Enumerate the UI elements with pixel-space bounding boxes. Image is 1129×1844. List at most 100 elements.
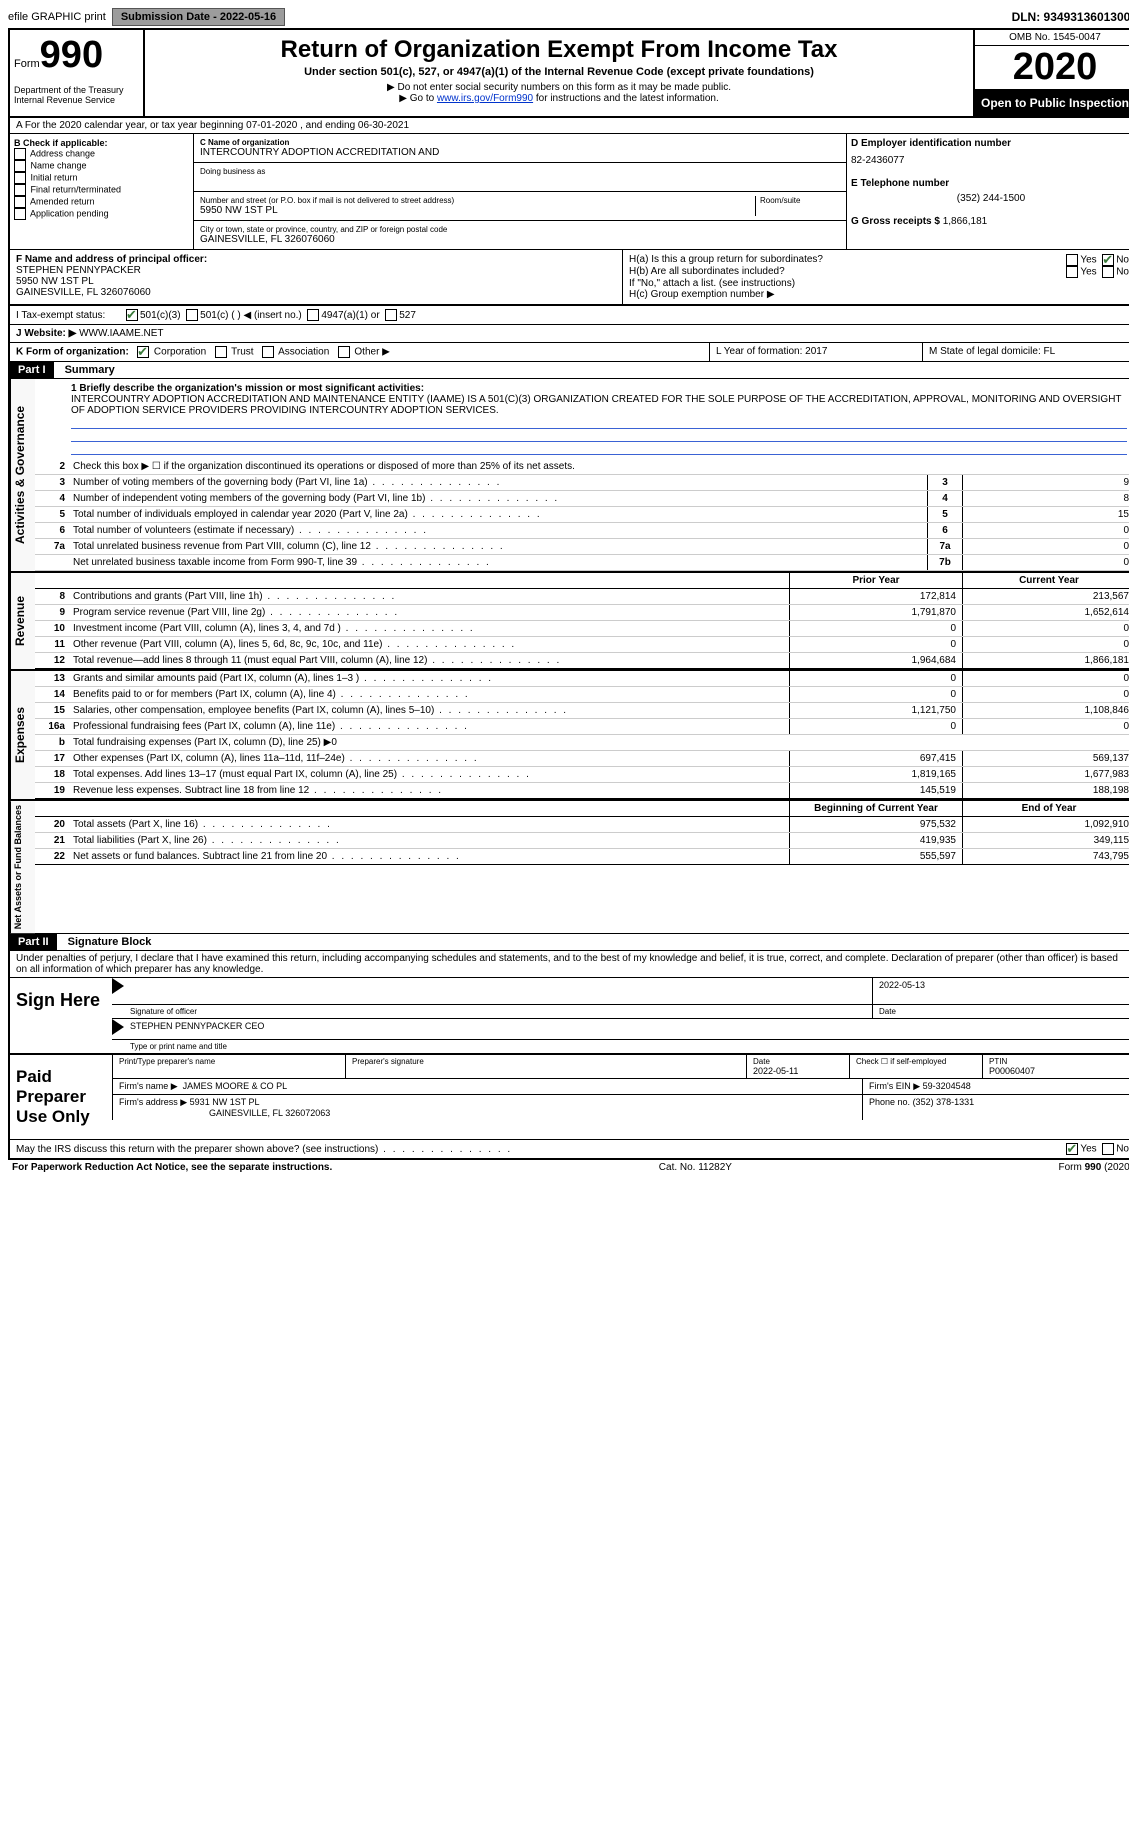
submission-date-button[interactable]: Submission Date - 2022-05-16 (112, 8, 285, 26)
k-trust-checkbox[interactable] (215, 346, 227, 358)
hb-yes-checkbox[interactable] (1066, 266, 1078, 278)
i-527-checkbox[interactable] (385, 309, 397, 321)
discuss-no-checkbox[interactable] (1102, 1143, 1114, 1155)
footer-catno: Cat. No. 11282Y (659, 1162, 732, 1173)
line-text: Investment income (Part VIII, column (A)… (69, 621, 789, 636)
line-no: 19 (35, 783, 69, 798)
line-no: 14 (35, 687, 69, 702)
footer-form: Form 990 (2020) (1059, 1162, 1129, 1173)
line-no: 10 (35, 621, 69, 636)
col-header-prior: Prior Year (789, 573, 962, 588)
ha-no-checkbox[interactable] (1102, 254, 1114, 266)
phone-label: E Telephone number (851, 178, 1129, 189)
i-501c-checkbox[interactable] (186, 309, 198, 321)
self-employed-label: Check ☐ if self-employed (849, 1055, 982, 1078)
form-word: Form (14, 58, 40, 70)
current-year-value: 1,677,983 (962, 767, 1129, 782)
paid-preparer-label: Paid Preparer Use Only (10, 1055, 112, 1139)
street-value: 5950 NW 1ST PL (200, 205, 755, 216)
line-text: Professional fundraising fees (Part IX, … (69, 719, 789, 734)
ptin-value: P00060407 (989, 1066, 1129, 1076)
l-year-formation: L Year of formation: 2017 (709, 343, 922, 361)
discuss-yes-checkbox[interactable] (1066, 1143, 1078, 1155)
arrow-icon (112, 1019, 124, 1035)
website-value: WWW.IAAME.NET (79, 328, 163, 339)
firm-phone-label: Phone no. (869, 1097, 910, 1107)
line-no: 3 (35, 475, 69, 490)
j-label: J Website: ▶ (16, 328, 76, 339)
org-name: INTERCOUNTRY ADOPTION ACCREDITATION AND (200, 147, 840, 158)
hb-label: H(b) Are all subordinates included? (629, 266, 1066, 278)
line2-text: Check this box ▶ ☐ if the organization d… (69, 459, 1129, 474)
k-label: K Form of organization: (16, 347, 129, 358)
officer-addr1: 5950 NW 1ST PL (16, 276, 616, 287)
current-year-value: 743,795 (962, 849, 1129, 864)
form-title: Return of Organization Exempt From Incom… (153, 36, 965, 64)
label-initial-return: Initial return (31, 172, 78, 182)
line-value: 9 (962, 475, 1129, 490)
col-header-end: End of Year (962, 801, 1129, 816)
k-other-checkbox[interactable] (338, 346, 350, 358)
checkbox-application-pending[interactable] (14, 208, 26, 220)
line-text: Total number of individuals employed in … (69, 507, 927, 522)
prep-date-value: 2022-05-11 (753, 1066, 843, 1076)
k-corp-checkbox[interactable] (137, 346, 149, 358)
k-assoc-checkbox[interactable] (262, 346, 274, 358)
current-year-value: 0 (962, 671, 1129, 686)
firm-ein-label: Firm's EIN ▶ (869, 1081, 920, 1091)
i-4947-checkbox[interactable] (307, 309, 319, 321)
hb-no-label: No (1116, 267, 1129, 278)
hc-label: H(c) Group exemption number ▶ (629, 289, 1129, 300)
line-text: Benefits paid to or for members (Part IX… (69, 687, 789, 702)
ein-label: D Employer identification number (851, 138, 1129, 149)
line-no (35, 555, 69, 570)
checkbox-name-change[interactable] (14, 160, 26, 172)
checkbox-initial-return[interactable] (14, 172, 26, 184)
prior-year-value: 1,121,750 (789, 703, 962, 718)
line-text: Net assets or fund balances. Subtract li… (69, 849, 789, 864)
line-text: Total liabilities (Part X, line 26) (69, 833, 789, 848)
line-no: 12 (35, 653, 69, 668)
mission-label: 1 Briefly describe the organization's mi… (71, 383, 424, 394)
part2-header: Part II (10, 934, 57, 950)
i-501c3-checkbox[interactable] (126, 309, 138, 321)
officer-addr2: GAINESVILLE, FL 326076060 (16, 287, 616, 298)
line-no: b (35, 735, 69, 750)
prior-year-value: 1,791,870 (789, 605, 962, 620)
line-text: Other expenses (Part IX, column (A), lin… (69, 751, 789, 766)
prior-year-value: 419,935 (789, 833, 962, 848)
tax-year: 2020 (975, 46, 1129, 90)
line-text: Total fundraising expenses (Part IX, col… (69, 735, 1129, 750)
hb-no-checkbox[interactable] (1102, 266, 1114, 278)
prior-year-value: 697,415 (789, 751, 962, 766)
line-no: 17 (35, 751, 69, 766)
label-final-return: Final return/terminated (31, 184, 122, 194)
sign-here-label: Sign Here (10, 978, 112, 1053)
checkbox-final-return[interactable] (14, 184, 26, 196)
checkbox-amended[interactable] (14, 196, 26, 208)
k-other-label: Other ▶ (354, 347, 389, 358)
firm-city-value: GAINESVILLE, FL 326072063 (119, 1108, 330, 1118)
current-year-value: 213,567 (962, 589, 1129, 604)
line-text: Salaries, other compensation, employee b… (69, 703, 789, 718)
prep-sig-label: Preparer's signature (352, 1057, 740, 1066)
irs-link[interactable]: www.irs.gov/Form990 (437, 93, 533, 104)
line-value: 8 (962, 491, 1129, 506)
line-no: 18 (35, 767, 69, 782)
ha-yes-checkbox[interactable] (1066, 254, 1078, 266)
ha-label: H(a) Is this a group return for subordin… (629, 254, 1066, 266)
line-text: Total assets (Part X, line 16) (69, 817, 789, 832)
dept-treasury: Department of the Treasury (14, 85, 139, 95)
current-year-value: 0 (962, 687, 1129, 702)
part1-title: Summary (57, 364, 115, 376)
ha-yes-label: Yes (1080, 255, 1096, 266)
i-501c-label: 501(c) ( ) ◀ (insert no.) (200, 310, 302, 321)
checkbox-address-change[interactable] (14, 148, 26, 160)
line-no: 9 (35, 605, 69, 620)
line-text: Total revenue—add lines 8 through 11 (mu… (69, 653, 789, 668)
i-label: I Tax-exempt status: (16, 310, 126, 321)
part1-header: Part I (10, 362, 54, 378)
sig-date-label: Date (872, 1005, 1129, 1018)
line-text: Number of voting members of the governin… (69, 475, 927, 490)
arrow-icon (112, 978, 124, 994)
